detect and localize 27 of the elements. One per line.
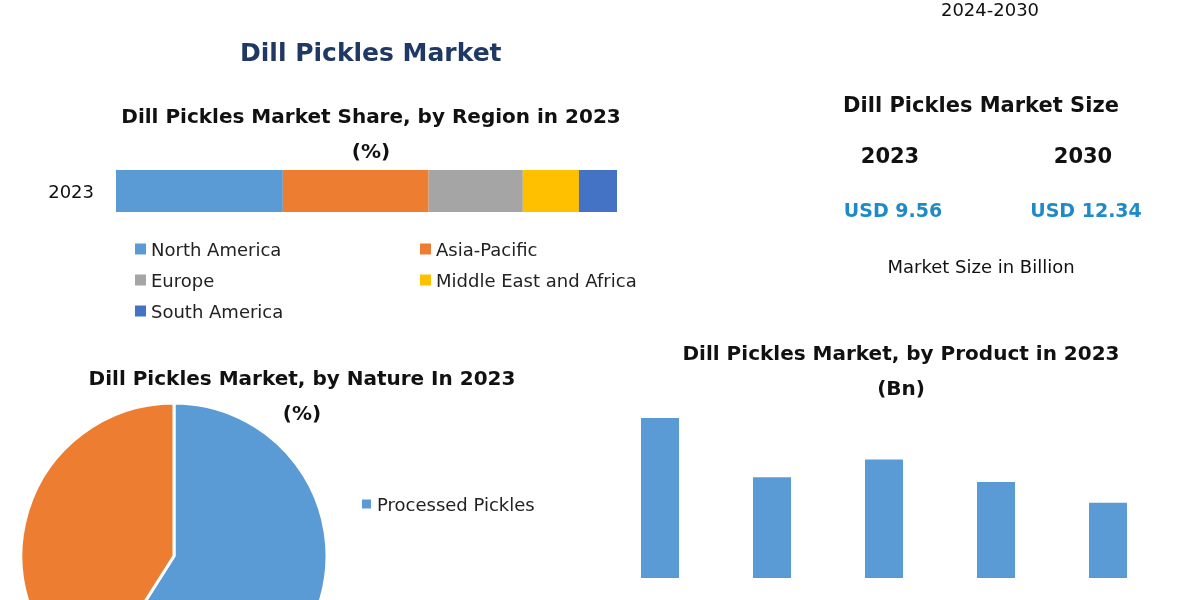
legend-label: South America xyxy=(151,300,284,322)
legend-label: North America xyxy=(151,238,282,260)
bar xyxy=(1089,502,1127,578)
legend-label: Asia-Pacific xyxy=(436,238,538,260)
text: USD 12.34 xyxy=(1030,198,1142,221)
bar xyxy=(428,170,523,212)
chart-title: Dill Pickles Market, by Nature In 2023 (%) xyxy=(88,365,516,425)
text: Market Size in Billion xyxy=(887,255,1075,277)
chart-title: Dill Pickles Market, by Product in 2023 (Bn) xyxy=(682,340,1120,400)
category-label: 2030 xyxy=(1053,143,1113,168)
category-label: 2023 xyxy=(860,143,920,168)
text: Dill Pickles Market Size xyxy=(843,92,1119,117)
chart-title: Dill Pickles Market Share, by Region in 2023 (%) xyxy=(121,103,621,163)
text: USD 9.56 xyxy=(843,198,943,221)
bar xyxy=(753,477,791,578)
text: 2024-2030 xyxy=(940,0,1040,20)
bar xyxy=(578,170,617,212)
bar xyxy=(282,170,429,212)
legend-label: Europe xyxy=(151,269,215,291)
text: Dill Pickles Market xyxy=(240,38,502,67)
bar xyxy=(865,459,903,578)
bar xyxy=(977,482,1015,578)
legend-label: Processed Pickles xyxy=(377,493,535,515)
bar xyxy=(522,170,579,212)
legend-label: Middle East and Africa xyxy=(436,269,637,291)
bar xyxy=(641,418,679,578)
bar xyxy=(116,170,283,212)
